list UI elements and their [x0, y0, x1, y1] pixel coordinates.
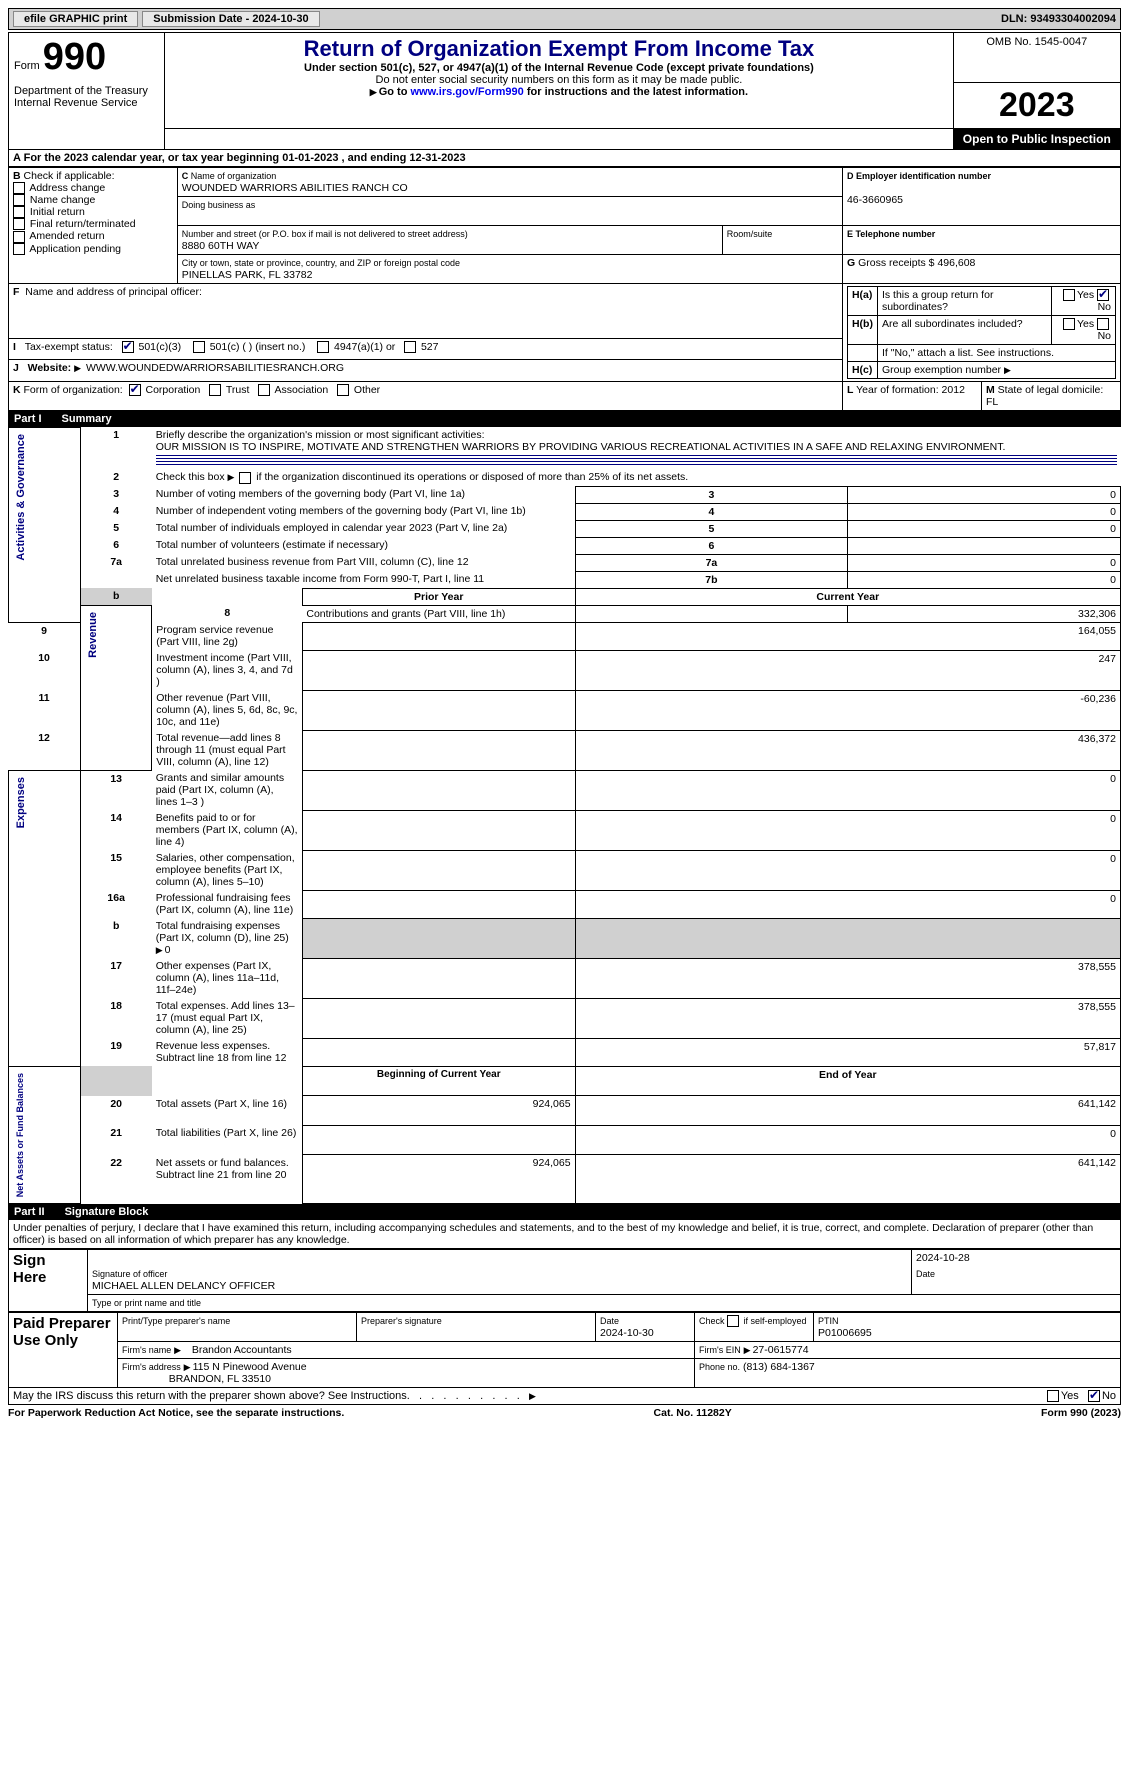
val-4: 0 [848, 503, 1121, 520]
firm-ein: 27-0615774 [753, 1344, 809, 1356]
submission-date: Submission Date - 2024-10-30 [142, 11, 319, 27]
check-discontinued[interactable] [239, 472, 251, 484]
val-12: 436,372 [575, 730, 1120, 770]
val-3: 0 [848, 486, 1121, 503]
irs-discuss-no[interactable] [1088, 1390, 1100, 1402]
val-11: -60,236 [575, 690, 1120, 730]
efile-print-button[interactable]: efile GRAPHIC print [13, 11, 138, 27]
check-other[interactable] [337, 384, 349, 396]
check-assoc[interactable] [258, 384, 270, 396]
irs-link[interactable]: www.irs.gov/Form990 [410, 86, 523, 98]
signature-table: Sign Here 2024-10-28 Signature of office… [8, 1249, 1121, 1312]
paid-preparer: Paid Preparer Use Only [9, 1312, 118, 1387]
declaration: Under penalties of perjury, I declare th… [8, 1220, 1121, 1249]
sig-date: 2024-10-28 [912, 1249, 1121, 1266]
form-number: 990 [43, 36, 106, 78]
form-header: Form 990 Return of Organization Exempt F… [8, 32, 1121, 150]
val-15: 0 [575, 850, 1120, 890]
top-bar: efile GRAPHIC print Submission Date - 20… [8, 8, 1121, 30]
irs-label: Internal Revenue Service [14, 97, 159, 109]
firm-phone: (813) 684-1367 [743, 1361, 815, 1373]
val-18: 378,555 [575, 998, 1120, 1038]
val-21b [302, 1125, 575, 1155]
officer-name: MICHAEL ALLEN DELANCY OFFICER [92, 1280, 275, 1292]
section-governance: Activities & Governance [13, 430, 29, 565]
check-app-pending[interactable] [13, 243, 25, 255]
val-7a: 0 [848, 554, 1121, 571]
val-14: 0 [575, 810, 1120, 850]
identity-section: B Check if applicable: Address change Na… [8, 167, 1121, 411]
goto-suffix: for instructions and the latest informat… [527, 86, 748, 98]
form-title: Return of Organization Exempt From Incom… [170, 36, 947, 62]
firm-name: Brandon Accountants [192, 1344, 292, 1356]
val-22e: 641,142 [575, 1155, 1120, 1204]
val-22b: 924,065 [302, 1155, 575, 1204]
check-address-change[interactable] [13, 182, 25, 194]
form-subtitle-1: Under section 501(c), 527, or 4947(a)(1)… [170, 62, 947, 74]
val-17: 378,555 [575, 958, 1120, 998]
sign-here: Sign Here [9, 1249, 88, 1311]
ha-yes[interactable] [1063, 289, 1075, 301]
check-self-employed[interactable] [727, 1315, 739, 1327]
val-16a: 0 [575, 890, 1120, 918]
omb-number: OMB No. 1545-0047 [986, 36, 1087, 48]
gross-receipts: 496,608 [937, 257, 975, 269]
check-name-change[interactable] [13, 194, 25, 206]
val-5: 0 [848, 520, 1121, 537]
val-20e: 641,142 [575, 1096, 1120, 1126]
check-corp[interactable] [129, 384, 141, 396]
dept-treasury: Department of the Treasury [14, 85, 159, 97]
website: WWW.WOUNDEDWARRIORSABILITIESRANCH.ORG [86, 362, 344, 374]
firm-addr2: BRANDON, FL 33510 [169, 1373, 271, 1385]
check-4947[interactable] [317, 341, 329, 353]
check-initial-return[interactable] [13, 206, 25, 218]
val-21e: 0 [575, 1125, 1120, 1155]
val-8: 332,306 [848, 605, 1121, 622]
part2-header: Part IISignature Block [8, 1204, 1121, 1220]
check-final-return[interactable] [13, 218, 25, 230]
check-trust[interactable] [209, 384, 221, 396]
section-netassets: Net Assets or Fund Balances [13, 1069, 27, 1201]
form-label: Form [14, 60, 40, 72]
ptin: P01006695 [818, 1327, 872, 1339]
val-13: 0 [575, 770, 1120, 810]
street-address: 8880 60TH WAY [182, 240, 260, 252]
year-formation: 2012 [942, 384, 965, 396]
hb-no[interactable] [1097, 318, 1109, 330]
check-amended[interactable] [13, 231, 25, 243]
val-10: 247 [575, 650, 1120, 690]
city-state-zip: PINELLAS PARK, FL 33782 [182, 269, 313, 281]
line-a: A For the 2023 calendar year, or tax yea… [8, 150, 1121, 167]
ein: 46-3660965 [847, 194, 903, 206]
goto-prefix: Go to [370, 86, 411, 98]
val-20b: 924,065 [302, 1096, 575, 1126]
dln: DLN: 93493304002094 [1001, 13, 1116, 25]
mission-text: OUR MISSION IS TO INSPIRE, MOTIVATE AND … [156, 441, 1006, 453]
tax-year: 2023 [953, 82, 1120, 128]
part1-header: Part ISummary [8, 411, 1121, 427]
val-9: 164,055 [575, 622, 1120, 650]
section-revenue: Revenue [85, 608, 101, 662]
check-501c[interactable] [193, 341, 205, 353]
val-6 [848, 537, 1121, 554]
val-19: 57,817 [575, 1038, 1120, 1066]
footer: For Paperwork Reduction Act Notice, see … [8, 1407, 1121, 1419]
domicile-state: FL [986, 396, 998, 408]
irs-discuss-yes[interactable] [1047, 1390, 1059, 1402]
hb-yes[interactable] [1063, 318, 1075, 330]
preparer-table: Paid Preparer Use Only Print/Type prepar… [8, 1312, 1121, 1388]
val-7b: 0 [848, 571, 1121, 588]
summary-table: Activities & Governance 1 Briefly descri… [8, 427, 1121, 1204]
form-subtitle-2: Do not enter social security numbers on … [170, 74, 947, 86]
check-527[interactable] [404, 341, 416, 353]
ha-no[interactable] [1097, 289, 1109, 301]
firm-addr1: 115 N Pinewood Avenue [193, 1361, 307, 1373]
section-expenses: Expenses [13, 773, 29, 832]
open-to-public: Open to Public Inspection [953, 128, 1120, 149]
check-501c3[interactable] [122, 341, 134, 353]
org-name: WOUNDED WARRIORS ABILITIES RANCH CO [182, 182, 408, 194]
